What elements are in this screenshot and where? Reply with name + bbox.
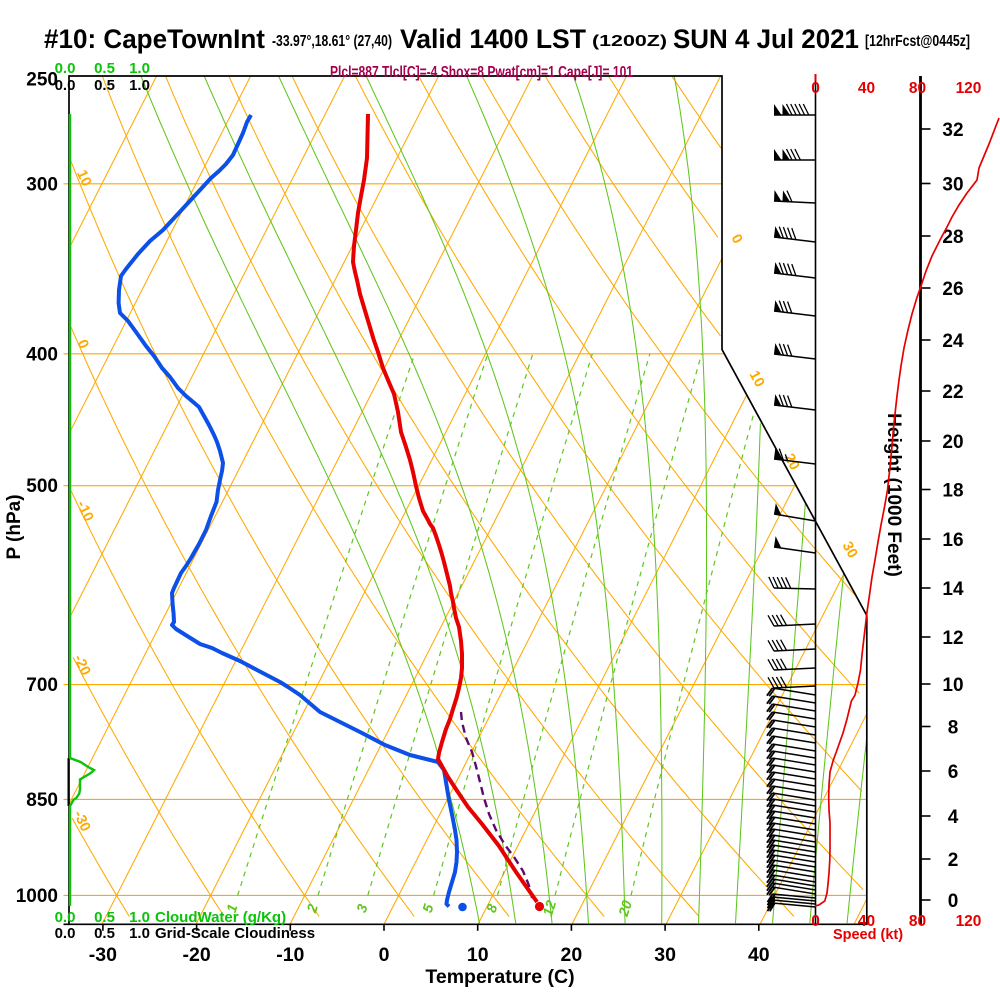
svg-text:[12hrFcst@0445z]: [12hrFcst@0445z] <box>865 33 970 50</box>
svg-text:30: 30 <box>839 539 861 561</box>
svg-text:28: 28 <box>942 227 963 248</box>
svg-text:850: 850 <box>26 790 58 811</box>
svg-text:-33.97°,18.61° (27,40): -33.97°,18.61° (27,40) <box>272 33 392 50</box>
svg-text:80: 80 <box>909 913 926 930</box>
svg-text:12: 12 <box>539 898 559 918</box>
svg-text:24: 24 <box>942 331 964 352</box>
svg-text:0.0: 0.0 <box>55 77 76 94</box>
svg-text:80: 80 <box>909 80 926 97</box>
svg-text:0: 0 <box>811 80 820 97</box>
svg-text:0.5: 0.5 <box>94 77 115 94</box>
svg-text:20: 20 <box>942 432 963 453</box>
svg-text:18: 18 <box>942 481 963 502</box>
svg-text:10: 10 <box>746 368 768 390</box>
svg-text:6: 6 <box>948 762 959 783</box>
svg-text:1.0: 1.0 <box>129 77 150 94</box>
svg-text:16: 16 <box>942 530 963 551</box>
svg-text:40: 40 <box>858 913 875 930</box>
svg-text:250: 250 <box>26 70 58 91</box>
svg-text:0.0: 0.0 <box>55 925 76 942</box>
svg-text:-20: -20 <box>183 944 211 966</box>
svg-text:0: 0 <box>811 913 820 930</box>
svg-text:1.0: 1.0 <box>129 909 150 926</box>
svg-text:0: 0 <box>379 944 390 966</box>
svg-text:Height (1000 Feet): Height (1000 Feet) <box>883 413 904 577</box>
svg-text:120: 120 <box>956 80 982 97</box>
svg-text:(1200Z): (1200Z) <box>592 33 667 50</box>
svg-text:0.5: 0.5 <box>94 925 115 942</box>
svg-text:300: 300 <box>26 174 58 195</box>
svg-text:2: 2 <box>948 850 959 871</box>
svg-text:40: 40 <box>748 944 770 966</box>
svg-text:20: 20 <box>615 898 635 919</box>
svg-text:10: 10 <box>467 944 489 966</box>
svg-text:Grid-Scale Cloudiness: Grid-Scale Cloudiness <box>155 925 315 942</box>
svg-text:CloudWater (g/Kg): CloudWater (g/Kg) <box>155 909 286 926</box>
svg-text:-30: -30 <box>89 944 117 966</box>
svg-text:26: 26 <box>942 279 963 300</box>
svg-text:10: 10 <box>942 675 963 696</box>
svg-text:#10: CapeTownInt: #10: CapeTownInt <box>44 24 265 54</box>
svg-text:Temperature (C): Temperature (C) <box>425 966 574 988</box>
svg-text:20: 20 <box>561 944 583 966</box>
svg-text:Valid 1400 LST: Valid 1400 LST <box>400 24 586 54</box>
svg-text:14: 14 <box>942 579 964 600</box>
svg-text:0: 0 <box>948 891 959 912</box>
svg-text:1.0: 1.0 <box>129 925 150 942</box>
svg-text:4: 4 <box>948 807 959 828</box>
svg-text:400: 400 <box>26 344 58 365</box>
svg-text:30: 30 <box>654 944 676 966</box>
svg-text:0.0: 0.0 <box>55 909 76 926</box>
svg-text:0.5: 0.5 <box>94 60 115 77</box>
svg-text:700: 700 <box>26 675 58 696</box>
svg-text:8: 8 <box>948 718 959 739</box>
svg-text:1.0: 1.0 <box>129 60 150 77</box>
svg-text:-10: -10 <box>276 944 304 966</box>
svg-text:12: 12 <box>942 628 963 649</box>
svg-text:40: 40 <box>858 80 875 97</box>
svg-text:30: 30 <box>942 175 963 196</box>
svg-text:0.0: 0.0 <box>55 60 76 77</box>
svg-text:Speed (kt): Speed (kt) <box>833 927 903 943</box>
svg-text:0.5: 0.5 <box>94 909 115 926</box>
svg-text:22: 22 <box>942 382 963 403</box>
svg-text:Plcl=887 Tlcl[C]=-4 Shox=8 Pwa: Plcl=887 Tlcl[C]=-4 Shox=8 Pwat[cm]=1 Ca… <box>330 64 633 81</box>
svg-text:SUN 4 Jul 2021: SUN 4 Jul 2021 <box>673 24 859 54</box>
svg-text:P (hPa): P (hPa) <box>4 494 25 559</box>
svg-text:1000: 1000 <box>16 886 58 907</box>
svg-text:500: 500 <box>26 476 58 497</box>
svg-text:10: 10 <box>73 168 94 189</box>
svg-text:32: 32 <box>942 120 963 141</box>
svg-text:120: 120 <box>956 913 982 930</box>
